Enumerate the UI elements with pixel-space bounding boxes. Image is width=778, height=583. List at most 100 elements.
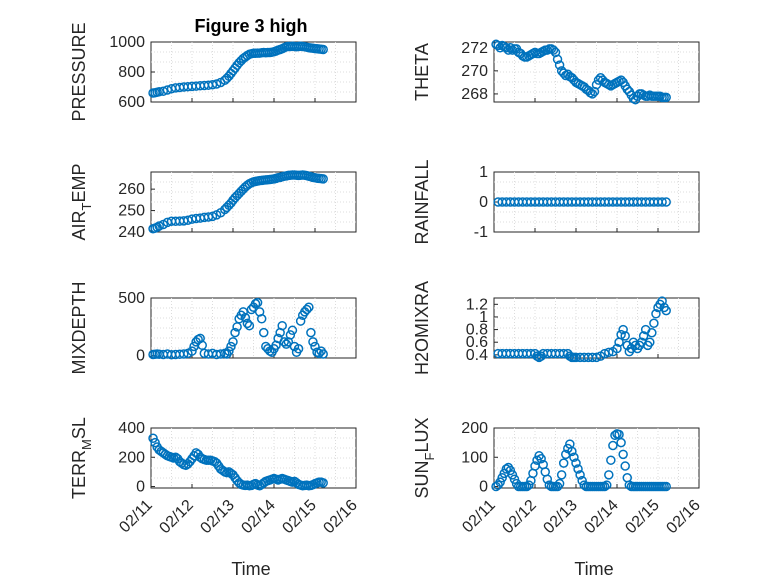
data-point (228, 337, 238, 347)
y-tick-label: 268 (461, 86, 488, 103)
data-point (608, 440, 618, 451)
data-point (238, 307, 248, 317)
data-point (495, 477, 505, 487)
data-point (150, 437, 160, 448)
data-point (651, 309, 661, 319)
y-axis-label-main: AIR (69, 210, 89, 240)
data-point (571, 458, 581, 468)
data-point (657, 296, 667, 306)
data-point (612, 343, 622, 354)
y-tick-label: 0.8 (466, 322, 488, 339)
data-point (318, 44, 328, 55)
data-point (661, 305, 671, 316)
data-point (554, 478, 565, 489)
data-point (244, 320, 255, 331)
y-axis-label: AIRTEMP (69, 164, 94, 241)
y-axis-label-main: PRESSURE (69, 22, 89, 121)
data-point (647, 327, 657, 338)
data-point (638, 331, 649, 341)
data-point (285, 330, 296, 340)
data-point (604, 470, 614, 480)
data-point (256, 314, 267, 324)
data-point (287, 325, 298, 336)
subplot-3: 240 250 260 AIRTEMP (69, 164, 357, 241)
data-point (620, 461, 630, 471)
data-point (606, 455, 616, 465)
x-axis-label-left: Time (231, 559, 270, 579)
y-axis-label-main: RAINFALL (412, 159, 432, 244)
data-point (591, 79, 602, 90)
data-point (281, 339, 292, 349)
data-point (565, 351, 575, 361)
data-point (252, 297, 263, 308)
y-axis-label-subscript: F (422, 452, 437, 460)
y-tick-label: 270 (461, 63, 488, 80)
y-tick-label: 500 (118, 290, 145, 307)
data-point (279, 337, 289, 347)
data-point (536, 453, 546, 464)
data-point (497, 473, 507, 483)
data-point (558, 348, 569, 359)
y-tick-label: 1.2 (466, 296, 488, 313)
data-point (318, 349, 328, 359)
y-tick-label: 1 (479, 164, 488, 181)
y-axis-label-tail: LUX (412, 418, 432, 453)
data-point (542, 474, 553, 484)
data-point (179, 349, 189, 359)
subplot-6: 0.40.60.811.2 H2OMIXRA (412, 281, 700, 375)
data-point (645, 337, 655, 347)
data-point (616, 329, 626, 340)
y-tick-label: 400 (118, 420, 145, 437)
y-axis-label: H2OMIXRA (412, 281, 432, 375)
y-axis-label-main: MIXDEPTH (69, 281, 89, 374)
data-point (318, 174, 328, 184)
data-point (154, 221, 164, 231)
data-point (524, 480, 534, 490)
data-point (554, 60, 565, 70)
y-tick-label: 200 (118, 449, 145, 466)
data-point (620, 331, 630, 341)
y-tick-label: 800 (118, 64, 145, 81)
subplot-1: 600 800 1000 PRESSURE (69, 22, 357, 122)
data-point (558, 458, 569, 468)
y-tick-label: 250 (118, 203, 145, 220)
data-point (618, 449, 628, 460)
data-point (567, 446, 577, 457)
subplot-5: 0 500 MIXDEPTH (69, 281, 357, 375)
data-point (310, 341, 320, 352)
data-point (552, 54, 563, 65)
data-point (505, 465, 516, 476)
y-axis-label: TERRMSL (69, 417, 94, 499)
x-axis-label-right: Time (574, 559, 613, 579)
data-point (618, 324, 628, 335)
data-point (649, 318, 659, 329)
y-tick-label: 100 (461, 449, 488, 466)
y-tick-label: 0 (136, 348, 145, 365)
y-tick-label: 240 (118, 224, 145, 241)
y-tick-label: 260 (118, 181, 145, 198)
data-point (187, 346, 197, 356)
y-tick-label: 0.4 (466, 347, 488, 364)
y-axis-label: THETA (412, 43, 432, 101)
figure-title: Figure 3 high (194, 16, 307, 36)
y-axis-label-main: SUN (412, 460, 432, 498)
data-point (277, 320, 287, 331)
data-point (302, 304, 312, 315)
y-tick-label: -1 (474, 224, 488, 241)
data-point (207, 80, 218, 90)
data-point (532, 351, 542, 361)
data-point (501, 464, 512, 474)
y-axis-label-tail: EMP (69, 164, 89, 203)
y-axis-label-subscript: T (79, 202, 94, 210)
data-point (304, 302, 314, 312)
data-point (306, 327, 316, 338)
data-point (314, 348, 324, 359)
data-point (610, 430, 620, 441)
data-point (215, 349, 226, 359)
data-point (556, 470, 567, 480)
data-point (226, 341, 236, 352)
data-point (240, 312, 251, 323)
data-point (507, 470, 518, 480)
data-point (573, 464, 583, 474)
